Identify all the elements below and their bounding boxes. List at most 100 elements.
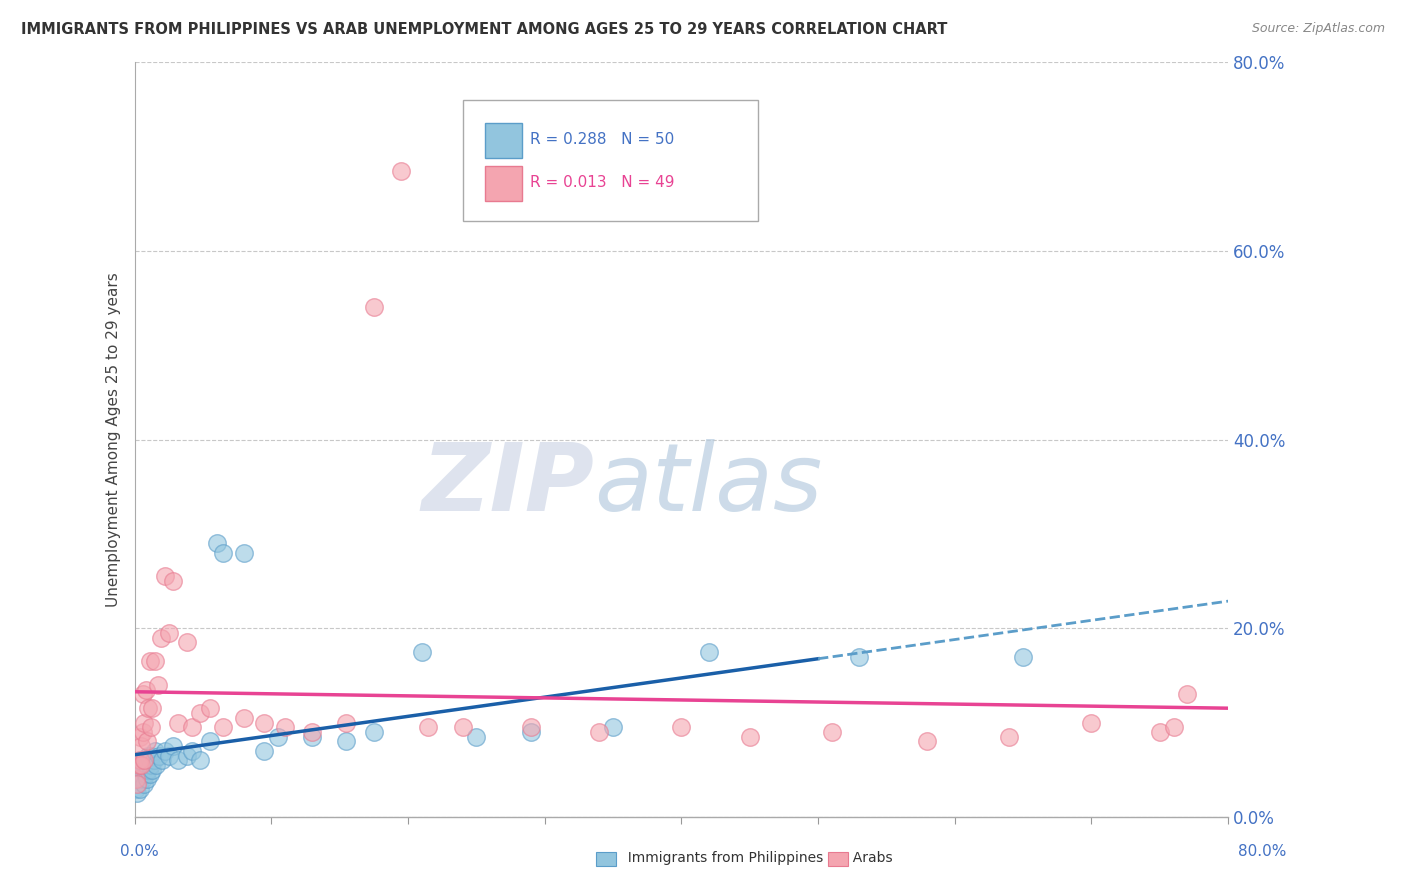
Point <box>335 715 357 730</box>
Y-axis label: Unemployment Among Ages 25 to 29 years: Unemployment Among Ages 25 to 29 years <box>107 272 121 607</box>
Point <box>139 758 162 772</box>
Point <box>1080 715 1102 730</box>
Point <box>146 678 169 692</box>
Point <box>157 626 180 640</box>
Point <box>738 730 761 744</box>
Point <box>143 744 166 758</box>
Point <box>142 753 165 767</box>
Point <box>129 781 152 796</box>
Point <box>418 720 440 734</box>
Point <box>145 758 167 772</box>
Point <box>132 772 155 787</box>
Point <box>520 720 543 734</box>
Point <box>671 720 693 734</box>
Point <box>411 645 433 659</box>
Point <box>188 753 211 767</box>
Point <box>135 772 157 787</box>
Point <box>233 711 256 725</box>
Point <box>131 758 153 772</box>
Point <box>153 744 176 758</box>
Point <box>267 730 290 744</box>
Point <box>134 758 156 772</box>
Point <box>198 701 221 715</box>
Point <box>176 635 198 649</box>
Point <box>131 767 153 781</box>
Text: Arabs: Arabs <box>844 851 893 865</box>
Point <box>1163 720 1185 734</box>
Point <box>132 763 155 777</box>
Point <box>143 654 166 668</box>
Point <box>149 631 172 645</box>
Point <box>465 730 488 744</box>
Point <box>136 701 159 715</box>
Point <box>1175 687 1198 701</box>
Point <box>134 682 156 697</box>
Text: Immigrants from Philippines: Immigrants from Philippines <box>619 851 823 865</box>
Point <box>188 706 211 721</box>
Point <box>131 739 153 754</box>
Point <box>139 748 162 763</box>
Point <box>128 772 150 787</box>
Point <box>253 715 276 730</box>
Point <box>136 748 159 763</box>
Point <box>138 753 160 767</box>
Point <box>128 758 150 772</box>
Point <box>301 730 323 744</box>
Point <box>131 758 153 772</box>
Point <box>129 730 152 744</box>
Point <box>134 715 156 730</box>
Text: 80.0%: 80.0% <box>1239 845 1286 859</box>
Text: R = 0.013   N = 49: R = 0.013 N = 49 <box>530 176 675 190</box>
Point <box>135 734 157 748</box>
Point <box>205 536 228 550</box>
Point <box>129 753 152 767</box>
Point <box>132 687 155 701</box>
FancyBboxPatch shape <box>485 166 522 201</box>
Point <box>138 654 160 668</box>
Text: R = 0.288   N = 50: R = 0.288 N = 50 <box>530 132 675 147</box>
Point <box>451 720 474 734</box>
Point <box>127 786 149 800</box>
Point <box>198 734 221 748</box>
Point <box>148 748 170 763</box>
Point <box>132 725 155 739</box>
Point <box>167 715 190 730</box>
Point <box>389 163 412 178</box>
Point <box>136 763 159 777</box>
Point <box>588 725 610 739</box>
Point <box>821 725 844 739</box>
Point <box>363 725 385 739</box>
Text: Source: ZipAtlas.com: Source: ZipAtlas.com <box>1251 22 1385 36</box>
Point <box>602 720 624 734</box>
Point <box>138 767 160 781</box>
Point <box>274 720 297 734</box>
Text: IMMIGRANTS FROM PHILIPPINES VS ARAB UNEMPLOYMENT AMONG AGES 25 TO 29 YEARS CORRE: IMMIGRANTS FROM PHILIPPINES VS ARAB UNEM… <box>21 22 948 37</box>
Point <box>1149 725 1171 739</box>
Point <box>134 777 156 791</box>
Point <box>141 701 163 715</box>
Point <box>127 777 149 791</box>
Point <box>363 301 385 315</box>
Text: 0.0%: 0.0% <box>120 845 159 859</box>
Point <box>848 649 870 664</box>
Point <box>125 781 148 796</box>
Point <box>520 725 543 739</box>
Point <box>150 753 173 767</box>
Point <box>153 569 176 583</box>
Point <box>1012 649 1035 664</box>
Point <box>697 645 720 659</box>
FancyBboxPatch shape <box>485 123 522 158</box>
Point <box>129 753 152 767</box>
Point <box>301 725 323 739</box>
Point <box>139 720 162 734</box>
Point <box>253 744 276 758</box>
Point <box>212 546 235 560</box>
Point <box>157 748 180 763</box>
Point <box>134 767 156 781</box>
Point <box>162 574 184 588</box>
FancyBboxPatch shape <box>463 100 758 220</box>
Point <box>998 730 1021 744</box>
Point <box>125 772 148 787</box>
Point <box>141 763 163 777</box>
Point <box>917 734 939 748</box>
